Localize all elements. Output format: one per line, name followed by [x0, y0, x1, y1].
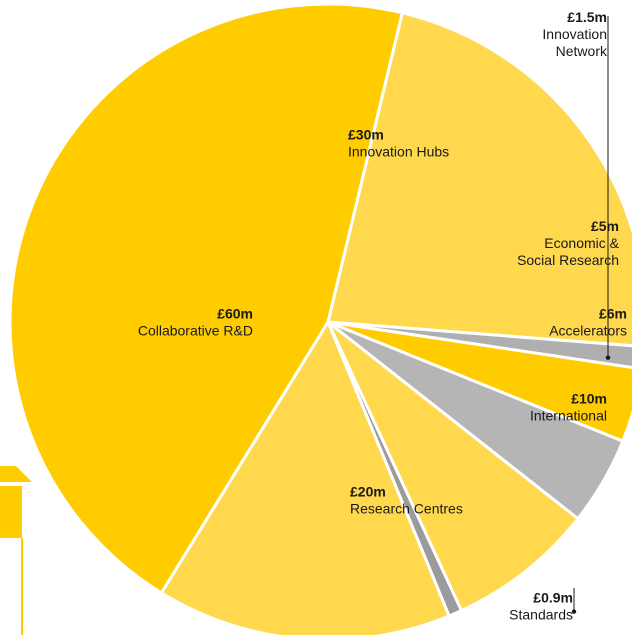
label-name-accelerators-1: Accelerators: [549, 323, 627, 339]
label-name-collaborative-r-d-1: Collaborative R&D: [138, 323, 253, 339]
pie-slices: [8, 2, 632, 635]
arrow-decoration: [0, 466, 32, 635]
label-name-standards-1: Standards: [509, 607, 573, 623]
arrow-bar: [0, 486, 22, 538]
label-name-innovation-hubs-1: Innovation Hubs: [348, 144, 449, 160]
label-name-innovation-network-1: Innovation: [542, 26, 607, 42]
label-value-international: £10m: [571, 391, 607, 407]
label-value-research-centres: £20m: [350, 484, 386, 500]
callout-dot-innovation-network: [605, 355, 611, 360]
slice-collaborative-r-d: [8, 2, 405, 595]
slice-international: [326, 320, 580, 613]
label-name-international-1: International: [530, 408, 607, 424]
callout-dot-standards: [571, 609, 577, 614]
label-name-innovation-network-2: Network: [556, 43, 608, 59]
slice-research-centres: [159, 318, 452, 635]
label-value-accelerators: £6m: [599, 306, 627, 322]
label-name-research-centres-1: Research Centres: [350, 501, 463, 517]
arrow-head: [0, 466, 32, 482]
label-value-innovation-hubs: £30m: [348, 127, 384, 143]
label-value-standards: £0.9m: [533, 590, 573, 606]
label-name-economic-social-research-1: Economic &: [544, 235, 619, 251]
label-value-collaborative-r-d: £60m: [217, 306, 253, 322]
label-value-economic-social-research: £5m: [591, 218, 619, 234]
label-value-innovation-network: £1.5m: [567, 9, 607, 25]
pie-callouts: [571, 16, 611, 614]
label-name-economic-social-research-2: Social Research: [517, 252, 619, 268]
slice-innovation-hubs: [326, 10, 632, 348]
